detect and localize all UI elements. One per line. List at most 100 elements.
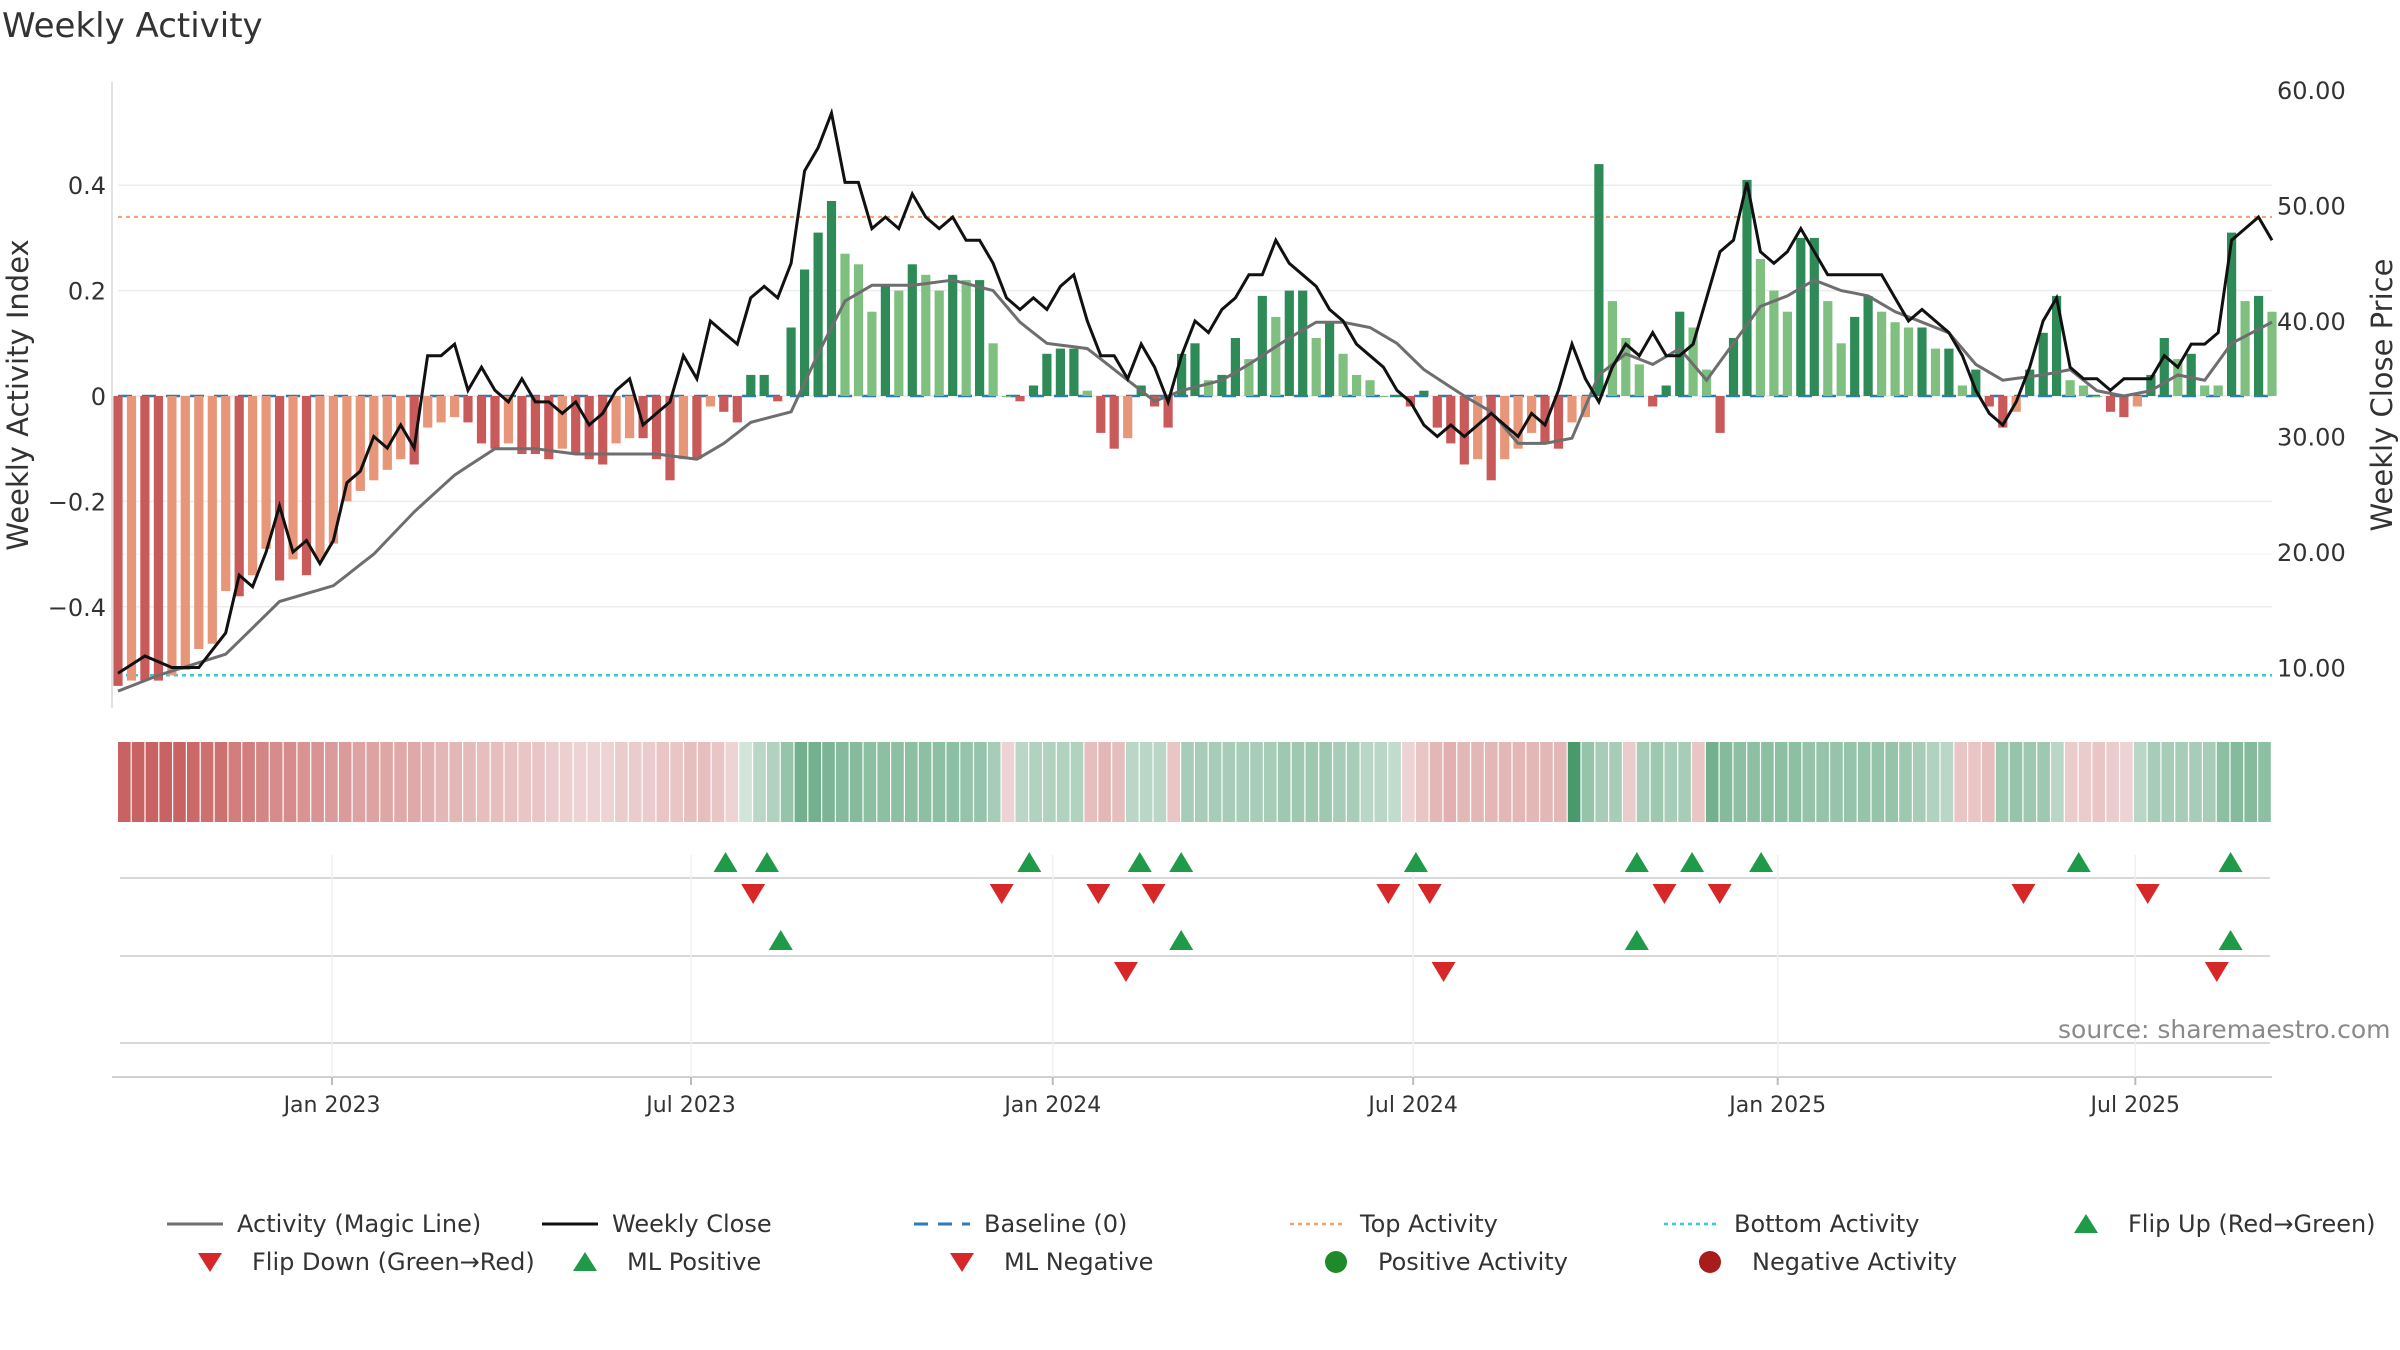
heat-cell bbox=[1001, 742, 1015, 822]
flip-down-marker bbox=[2011, 884, 2036, 904]
activity-bar bbox=[1001, 396, 1012, 397]
activity-bar bbox=[705, 396, 715, 407]
flip-up-marker bbox=[713, 852, 738, 872]
legend-label: Weekly Close bbox=[612, 1210, 772, 1238]
heat-cell bbox=[1429, 742, 1443, 822]
heat-cell bbox=[504, 742, 518, 822]
activity-bar bbox=[813, 232, 823, 396]
heat-cell bbox=[1581, 742, 1595, 822]
heat-cell bbox=[1940, 742, 1954, 822]
heat-cell bbox=[1098, 742, 1111, 822]
activity-bar bbox=[746, 374, 756, 396]
heat-cell bbox=[615, 742, 628, 822]
heat-cell bbox=[642, 742, 656, 822]
legend-label: Positive Activity bbox=[1378, 1248, 1568, 1276]
activity-bar bbox=[1244, 359, 1254, 396]
heat-cell bbox=[2078, 742, 2092, 822]
activity-bar bbox=[907, 264, 917, 397]
right-tick-label: 20.00 bbox=[2277, 539, 2346, 567]
heat-cell bbox=[1305, 742, 1319, 822]
activity-bar bbox=[1365, 380, 1375, 396]
activity-bar bbox=[1042, 353, 1052, 396]
heat-cell bbox=[559, 742, 573, 822]
activity-bar bbox=[275, 396, 285, 581]
activity-bar bbox=[113, 396, 123, 686]
heat-cell bbox=[1595, 742, 1608, 822]
heat-cell bbox=[1374, 742, 1388, 822]
heat-cell bbox=[1968, 742, 1981, 822]
heat-cell bbox=[1415, 742, 1429, 822]
activity-bar bbox=[611, 396, 621, 444]
legend-item: Weekly Close bbox=[540, 1210, 772, 1238]
activity-bar bbox=[1796, 237, 1806, 396]
activity-bar bbox=[1594, 164, 1604, 396]
activity-bar bbox=[1352, 374, 1362, 396]
activity-bar bbox=[1836, 343, 1846, 396]
activity-bar bbox=[638, 396, 648, 439]
activity-bar bbox=[719, 396, 729, 412]
activity-bar bbox=[1567, 396, 1577, 423]
activity-bar bbox=[894, 290, 904, 396]
activity-bar bbox=[1177, 353, 1187, 396]
activity-bar bbox=[288, 396, 298, 560]
flip-up-marker bbox=[1127, 852, 1152, 872]
legend-item: Baseline (0) bbox=[912, 1210, 1127, 1238]
activity-bar bbox=[1540, 396, 1550, 444]
heat-cell bbox=[1084, 742, 1098, 822]
activity-bar bbox=[1069, 348, 1079, 396]
legend-swatch bbox=[573, 1252, 597, 1271]
heat-cell bbox=[1277, 742, 1291, 822]
ml-negative-marker bbox=[1431, 962, 1456, 982]
activity-bar bbox=[153, 396, 163, 681]
activity-bar bbox=[557, 396, 567, 449]
heat-cell bbox=[1678, 742, 1691, 822]
heat-cell bbox=[891, 742, 904, 822]
activity-bar bbox=[759, 374, 769, 396]
legend-item: ML Positive bbox=[555, 1248, 761, 1276]
activity-bar bbox=[194, 396, 204, 649]
heat-cell bbox=[877, 742, 890, 822]
activity-bar bbox=[450, 396, 460, 418]
activity-bar bbox=[1055, 348, 1065, 396]
heat-cell bbox=[1857, 742, 1871, 822]
heat-cell bbox=[794, 742, 808, 822]
flip-up-marker bbox=[1017, 852, 1042, 872]
right-tick-label: 30.00 bbox=[2277, 424, 2346, 452]
legend-label: ML Positive bbox=[627, 1248, 762, 1276]
heat-cell bbox=[1609, 742, 1622, 822]
heat-cell bbox=[601, 742, 614, 822]
activity-bar bbox=[880, 285, 890, 396]
heat-cell bbox=[1195, 742, 1208, 822]
activity-bar bbox=[2200, 385, 2210, 396]
legend-triangle-up bbox=[2074, 1214, 2098, 1233]
heat-cell bbox=[587, 742, 601, 822]
activity-bar bbox=[1338, 353, 1348, 396]
activity-bar bbox=[234, 396, 244, 597]
heat-cell bbox=[1761, 742, 1774, 822]
heat-cell bbox=[836, 742, 849, 822]
flip-up-marker bbox=[1169, 852, 1194, 872]
heat-cell bbox=[187, 742, 200, 822]
activity-bar bbox=[1378, 396, 1389, 397]
legend-triangle-up bbox=[573, 1252, 597, 1271]
activity-bar bbox=[2213, 385, 2223, 396]
right-axis-label: Weekly Close Price bbox=[2365, 259, 2399, 532]
activity-bar bbox=[409, 396, 419, 465]
activity-bar bbox=[476, 396, 487, 444]
activity-bar bbox=[786, 327, 796, 396]
activity-bar bbox=[1109, 396, 1119, 449]
activity-bar bbox=[584, 396, 594, 460]
heat-cell bbox=[2258, 742, 2271, 822]
heat-cell bbox=[1056, 742, 1070, 822]
heat-cell bbox=[463, 742, 476, 822]
heat-cell bbox=[1954, 742, 1967, 822]
heat-cell bbox=[311, 742, 324, 822]
heat-cell bbox=[200, 742, 214, 822]
legend-label: Top Activity bbox=[1360, 1210, 1498, 1238]
heat-cell bbox=[2216, 742, 2230, 822]
heat-cell bbox=[1139, 742, 1153, 822]
activity-bar bbox=[2146, 374, 2156, 396]
flip-down-marker bbox=[989, 884, 1014, 904]
left-tick-label: 0.2 bbox=[68, 278, 106, 306]
heat-cell bbox=[1623, 742, 1636, 822]
